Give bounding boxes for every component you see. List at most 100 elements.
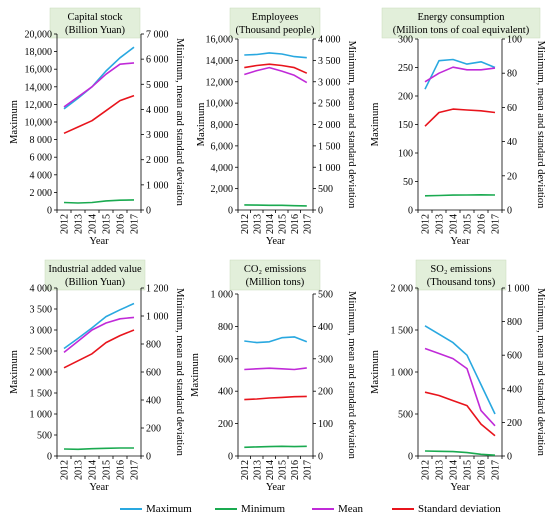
y-tick-label-left: 12,000 bbox=[206, 77, 234, 88]
x-tick-label: 2017 bbox=[491, 214, 502, 234]
x-tick-label: 2012 bbox=[60, 214, 71, 234]
series-line-minimum bbox=[244, 445, 307, 449]
series-line-mean bbox=[244, 66, 308, 84]
y-tick-label-right: 0 bbox=[146, 452, 151, 463]
chart-title-box bbox=[381, 7, 541, 39]
y-tick-label-left: 14,000 bbox=[206, 56, 234, 67]
y-tick-label-right: 2 000 bbox=[146, 155, 169, 166]
y-axis-title-left: Maximum bbox=[196, 103, 207, 147]
x-tick-label: 2016 bbox=[116, 460, 127, 480]
legend-item-minimum: Minimum bbox=[215, 500, 285, 518]
chart-title-line: (Thousand tons) bbox=[427, 277, 496, 288]
chart-title-box bbox=[229, 259, 321, 291]
x-tick-label: 2017 bbox=[130, 214, 141, 234]
y-tick-label-right: 4 000 bbox=[146, 105, 169, 116]
series-line-standard-deviation bbox=[424, 391, 496, 437]
y-tick-label-left: 4,000 bbox=[211, 163, 234, 174]
legend-swatch bbox=[312, 508, 334, 510]
y-tick-label-left: 250 bbox=[398, 63, 413, 74]
series-line-minimum bbox=[424, 450, 496, 456]
series-line-maximum bbox=[244, 336, 308, 344]
y-tick-label-left: 2 000 bbox=[30, 368, 53, 379]
y-tick-label-right: 0 bbox=[507, 206, 512, 217]
x-tick-label: 2014 bbox=[265, 460, 276, 480]
x-tick-label: 2014 bbox=[449, 460, 460, 480]
chart-title-line: Industrial added value bbox=[48, 264, 142, 275]
series-line-maximum bbox=[424, 325, 496, 415]
y-tick-label-right: 1 000 bbox=[507, 284, 530, 295]
y-axis-title-right: Minimum, mean and standard deviation bbox=[535, 288, 546, 456]
x-tick-label: 2016 bbox=[290, 214, 301, 234]
y-tick-label-left: 16,000 bbox=[206, 35, 234, 46]
x-axis-title: Year bbox=[89, 236, 109, 247]
y-tick-label-right: 0 bbox=[318, 452, 323, 463]
y-tick-label-left: 3 500 bbox=[30, 305, 53, 316]
y-tick-label-right: 300 bbox=[318, 354, 333, 365]
y-tick-label-right: 1 000 bbox=[146, 312, 169, 323]
y-tick-label-right: 40 bbox=[507, 137, 517, 148]
chart-title-line: SO₂ emissions bbox=[430, 264, 491, 275]
y-tick-label-left: 0 bbox=[47, 452, 52, 463]
x-tick-label: 2012 bbox=[240, 214, 251, 234]
y-axis-title-left: Maximum bbox=[9, 350, 20, 394]
y-tick-label-right: 100 bbox=[507, 35, 522, 46]
chart-title-line: CO₂ emissions bbox=[244, 264, 306, 275]
legend: Maximum Minimum Mean Standard deviation bbox=[0, 500, 550, 518]
y-tick-label-left: 20,000 bbox=[25, 30, 53, 41]
y-tick-label-right: 1 000 bbox=[318, 163, 341, 174]
series-line-standard-deviation bbox=[63, 94, 135, 135]
y-tick-label-right: 400 bbox=[146, 396, 161, 407]
y-tick-label-right: 800 bbox=[507, 317, 522, 328]
y-tick-label-left: 1 000 bbox=[211, 290, 234, 301]
y-tick-label-left: 8,000 bbox=[211, 120, 234, 131]
y-tick-label-left: 1 000 bbox=[391, 368, 414, 379]
series-line-mean bbox=[424, 347, 496, 427]
chart-panel-3: Energy consumption (Million tons of coal … bbox=[370, 7, 546, 247]
y-tick-label-left: 0 bbox=[408, 452, 413, 463]
legend-swatch bbox=[392, 508, 414, 510]
chart-title-box bbox=[415, 259, 507, 291]
y-tick-label-right: 800 bbox=[146, 340, 161, 351]
y-tick-label-left: 150 bbox=[398, 120, 413, 131]
y-tick-label-right: 0 bbox=[146, 206, 151, 217]
y-tick-label-right: 7 000 bbox=[146, 30, 169, 41]
y-tick-label-right: 100 bbox=[318, 419, 333, 430]
x-tick-label: 2014 bbox=[449, 214, 460, 234]
x-tick-label: 2013 bbox=[74, 460, 85, 480]
x-tick-label: 2012 bbox=[421, 460, 432, 480]
y-axis-title-left: Maximum bbox=[190, 353, 201, 397]
x-tick-label: 2016 bbox=[477, 214, 488, 234]
y-tick-label-right: 3 000 bbox=[146, 130, 169, 141]
series-line-maximum bbox=[63, 46, 135, 110]
y-tick-label-left: 6 000 bbox=[30, 153, 53, 164]
y-tick-label-right: 600 bbox=[507, 351, 522, 362]
y-tick-label-left: 10,000 bbox=[25, 118, 53, 129]
legend-swatch bbox=[120, 508, 142, 510]
y-tick-label-left: 2,000 bbox=[211, 184, 234, 195]
x-tick-label: 2016 bbox=[477, 460, 488, 480]
y-tick-label-left: 500 bbox=[37, 431, 52, 442]
series-line-standard-deviation bbox=[244, 63, 308, 74]
y-tick-label-left: 14,000 bbox=[25, 82, 53, 93]
series-line-standard-deviation bbox=[424, 108, 496, 127]
x-tick-label: 2016 bbox=[116, 214, 127, 234]
x-tick-label: 2013 bbox=[252, 460, 263, 480]
y-tick-label-left: 4 000 bbox=[30, 284, 53, 295]
y-tick-label-left: 600 bbox=[218, 354, 233, 365]
series-line-minimum bbox=[63, 199, 135, 204]
x-tick-label: 2015 bbox=[463, 214, 474, 234]
x-axis-title: Year bbox=[266, 482, 286, 493]
y-tick-label-left: 200 bbox=[398, 92, 413, 103]
chart-title-line: (Billion Yuan) bbox=[65, 277, 125, 288]
x-tick-label: 2016 bbox=[290, 460, 301, 480]
y-tick-label-right: 20 bbox=[507, 171, 517, 182]
y-tick-label-right: 400 bbox=[507, 384, 522, 395]
series-line-maximum bbox=[424, 58, 496, 90]
y-tick-label-left: 0 bbox=[47, 206, 52, 217]
x-tick-label: 2017 bbox=[491, 460, 502, 480]
y-axis-title-right: Minimum, mean and standard deviation bbox=[535, 41, 546, 209]
x-tick-label: 2012 bbox=[240, 460, 251, 480]
y-tick-label-left: 100 bbox=[398, 149, 413, 160]
y-tick-label-left: 400 bbox=[218, 387, 233, 398]
y-tick-label-left: 0 bbox=[228, 206, 233, 217]
